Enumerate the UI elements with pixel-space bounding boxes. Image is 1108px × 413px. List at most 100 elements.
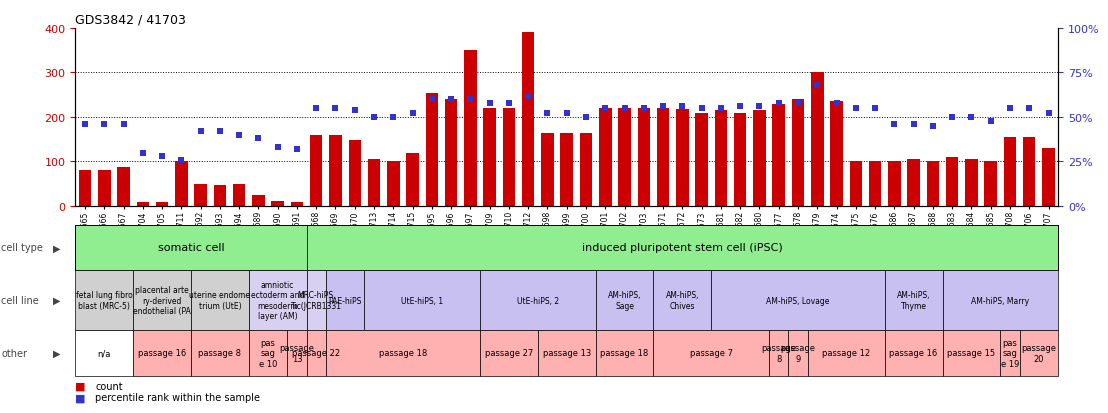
Text: ■: ■ [75, 381, 85, 391]
Text: passage 16: passage 16 [137, 349, 186, 358]
Bar [657, 109, 669, 206]
Text: PAE-hiPS: PAE-hiPS [328, 296, 362, 305]
Bar [349, 141, 361, 206]
Text: passage
8: passage 8 [761, 344, 797, 363]
Bar [946, 158, 958, 206]
Text: cell line: cell line [1, 295, 39, 306]
Text: amniotic
ectoderm and
mesoderm
layer (AM): amniotic ectoderm and mesoderm layer (AM… [252, 280, 305, 320]
Text: passage 16: passage 16 [890, 349, 937, 358]
Point [712, 105, 730, 112]
Bar [753, 111, 766, 206]
Point [307, 105, 325, 112]
Bar [541, 133, 554, 206]
Point [76, 121, 94, 128]
Bar [830, 102, 843, 206]
Point [885, 121, 903, 128]
Text: UtE-hiPS, 2: UtE-hiPS, 2 [516, 296, 558, 305]
Bar [926, 162, 940, 206]
Bar [850, 162, 862, 206]
Text: ▶: ▶ [53, 348, 61, 358]
Point [249, 136, 267, 142]
Text: AM-hiPS,
Sage: AM-hiPS, Sage [608, 291, 642, 310]
Point [366, 114, 383, 121]
Bar [792, 100, 804, 206]
Point [654, 104, 671, 110]
Bar [387, 162, 400, 206]
Text: induced pluripotent stem cell (iPSC): induced pluripotent stem cell (iPSC) [582, 243, 782, 253]
Bar [368, 160, 380, 206]
Text: AM-hiPS, Marry: AM-hiPS, Marry [972, 296, 1029, 305]
Point [1002, 105, 1019, 112]
Bar [1004, 138, 1016, 206]
Bar [156, 203, 168, 206]
Point [520, 93, 537, 100]
Bar [407, 153, 419, 206]
Point [153, 154, 171, 160]
Point [134, 150, 152, 157]
Text: UtE-hiPS, 1: UtE-hiPS, 1 [401, 296, 443, 305]
Text: GDS3842 / 41703: GDS3842 / 41703 [75, 14, 186, 27]
Bar [136, 203, 150, 206]
Bar [733, 113, 747, 206]
Bar [175, 162, 187, 206]
Point [538, 111, 556, 117]
Text: AM-hiPS,
Thyme: AM-hiPS, Thyme [896, 291, 931, 310]
Point [828, 100, 845, 107]
Bar [1043, 149, 1055, 206]
Bar [676, 110, 689, 206]
Bar [618, 109, 630, 206]
Bar [637, 109, 650, 206]
Bar [984, 162, 997, 206]
Point [750, 104, 768, 110]
Text: passage 22: passage 22 [293, 349, 340, 358]
Bar [869, 162, 881, 206]
Point [95, 121, 113, 128]
Bar [889, 162, 901, 206]
Bar [715, 111, 727, 206]
Point [269, 145, 287, 151]
Text: passage 18: passage 18 [379, 349, 427, 358]
Point [327, 105, 345, 112]
Bar [503, 109, 515, 206]
Text: passage 7: passage 7 [690, 349, 732, 358]
Text: passage 8: passage 8 [198, 349, 242, 358]
Text: passage 12: passage 12 [822, 349, 870, 358]
Text: cell type: cell type [1, 243, 43, 253]
Point [674, 104, 691, 110]
Text: fetal lung fibro
blast (MRC-5): fetal lung fibro blast (MRC-5) [75, 291, 133, 310]
Bar [233, 184, 245, 206]
Text: passage
20: passage 20 [1022, 344, 1056, 363]
Point [346, 107, 363, 114]
Point [173, 157, 191, 164]
Text: count: count [95, 381, 123, 391]
Point [230, 132, 248, 139]
Text: ▶: ▶ [53, 243, 61, 253]
Bar [811, 73, 823, 206]
Bar [907, 160, 920, 206]
Text: n/a: n/a [98, 349, 111, 358]
Text: AM-hiPS,
Chives: AM-hiPS, Chives [666, 291, 699, 310]
Text: passage
9: passage 9 [780, 344, 815, 363]
Point [866, 105, 884, 112]
Text: passage 18: passage 18 [601, 349, 648, 358]
Point [616, 105, 634, 112]
Bar [483, 109, 496, 206]
Bar [772, 104, 784, 206]
Bar [464, 51, 476, 206]
Point [462, 97, 480, 103]
Text: passage 27: passage 27 [485, 349, 533, 358]
Point [731, 104, 749, 110]
Text: somatic cell: somatic cell [157, 243, 224, 253]
Bar [253, 195, 265, 206]
Point [558, 111, 576, 117]
Text: pas
sag
e 19: pas sag e 19 [1001, 338, 1019, 368]
Text: AM-hiPS, Lovage: AM-hiPS, Lovage [767, 296, 830, 305]
Point [211, 128, 228, 135]
Point [481, 100, 499, 107]
Bar [194, 184, 207, 206]
Bar [79, 171, 91, 206]
Point [577, 114, 595, 121]
Point [963, 114, 981, 121]
Text: other: other [1, 348, 27, 358]
Bar [117, 167, 130, 206]
